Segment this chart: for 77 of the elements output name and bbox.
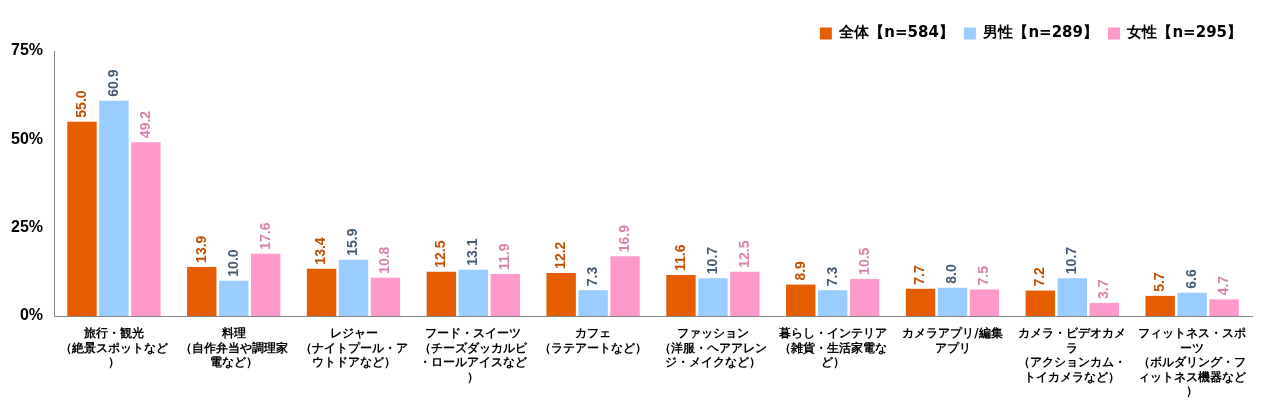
bar — [969, 289, 1000, 316]
y-tick-label: 50% — [10, 129, 44, 147]
data-label: 15.9 — [344, 228, 361, 256]
bar — [1057, 278, 1087, 316]
data-label: 7.3 — [583, 266, 600, 287]
bar — [698, 278, 728, 316]
data-label: 13.1 — [464, 238, 481, 266]
bar — [426, 271, 457, 316]
bar — [306, 268, 337, 316]
bar — [131, 142, 161, 316]
bar — [849, 278, 880, 316]
bar — [490, 273, 520, 316]
bar — [67, 121, 97, 316]
bar — [99, 100, 129, 316]
data-label: 10.5 — [855, 247, 872, 275]
data-label: 7.7 — [911, 265, 928, 285]
x-tick-label: レジャー（ナイトプール・アウトドアなど） — [299, 326, 408, 370]
bar — [578, 290, 608, 316]
data-label: 6.6 — [1182, 269, 1199, 289]
data-label: 16.9 — [615, 224, 632, 253]
data-label: 10.8 — [376, 246, 393, 274]
data-label: 4.7 — [1214, 275, 1231, 296]
data-label: 12.5 — [432, 240, 449, 268]
x-tick-label: カメラ・ビデオカメラ（アクションカム・トイカメラなど） — [1018, 326, 1127, 384]
bar — [1177, 292, 1207, 316]
y-tick-label: 75% — [10, 41, 44, 59]
bar — [937, 287, 968, 316]
bar — [730, 271, 760, 316]
data-label: 17.6 — [256, 222, 273, 250]
bar — [1025, 290, 1056, 316]
data-label: 10.7 — [1063, 246, 1080, 275]
data-label: 60.9 — [104, 69, 121, 97]
data-label: 7.3 — [823, 266, 840, 287]
bar — [338, 259, 369, 316]
bar — [786, 284, 816, 316]
x-tick-label: ファッション（洋服・ヘアアレンジ・メイクなど） — [658, 326, 767, 370]
x-tick-label: カメラアプリ/編集アプリ — [902, 326, 1003, 355]
bar — [1145, 295, 1175, 316]
data-label: 7.2 — [1031, 266, 1048, 287]
data-label: 55.0 — [72, 90, 89, 118]
data-label: 12.2 — [552, 241, 569, 269]
bar — [370, 277, 401, 316]
bar — [187, 266, 217, 316]
bar — [1209, 299, 1239, 316]
data-label: 12.5 — [735, 240, 752, 268]
legend-label: 女性【n=295】 — [1126, 23, 1242, 42]
data-label: 10.0 — [224, 249, 241, 277]
y-tick-label: 0% — [19, 306, 44, 324]
x-tick-label: フィットネス・スポーツ（ボルダリング・フィットネス機器など） — [1138, 326, 1248, 398]
bar — [666, 275, 696, 316]
data-label: 7.5 — [975, 265, 992, 286]
legend-label: 男性【n=289】 — [982, 23, 1098, 42]
bar — [546, 272, 576, 316]
bar — [610, 256, 640, 316]
data-label: 8.0 — [943, 264, 960, 284]
data-label: 13.9 — [192, 235, 209, 263]
x-tick-label: 料理（自作弁当や調理家電など） — [179, 326, 288, 370]
data-label: 10.7 — [703, 246, 720, 275]
bar — [458, 269, 489, 316]
bar — [818, 290, 848, 316]
x-tick-label: カフェ（ラテアートなど） — [539, 326, 648, 355]
bar — [250, 253, 281, 316]
data-label: 49.2 — [136, 110, 153, 139]
data-label: 3.7 — [1095, 279, 1112, 299]
data-label: 11.9 — [496, 243, 513, 270]
data-label: 5.7 — [1151, 272, 1168, 292]
data-label: 8.9 — [791, 260, 808, 281]
bar — [1089, 302, 1119, 316]
bar — [219, 280, 249, 316]
data-label: 11.6 — [671, 244, 688, 272]
y-tick-label: 25% — [10, 218, 44, 236]
x-tick-label: 旅行・観光（絶景スポットなど） — [59, 326, 169, 370]
bar — [905, 288, 936, 316]
x-tick-label: フード・スイーツ（チーズダッカルビ・ロールアイスなど） — [419, 326, 529, 384]
legend-label: 全体【n=584】 — [838, 23, 954, 42]
x-tick-label: 暮らし・インテリア（雑貨・生活家電など） — [777, 326, 887, 370]
data-label: 13.4 — [312, 237, 329, 265]
